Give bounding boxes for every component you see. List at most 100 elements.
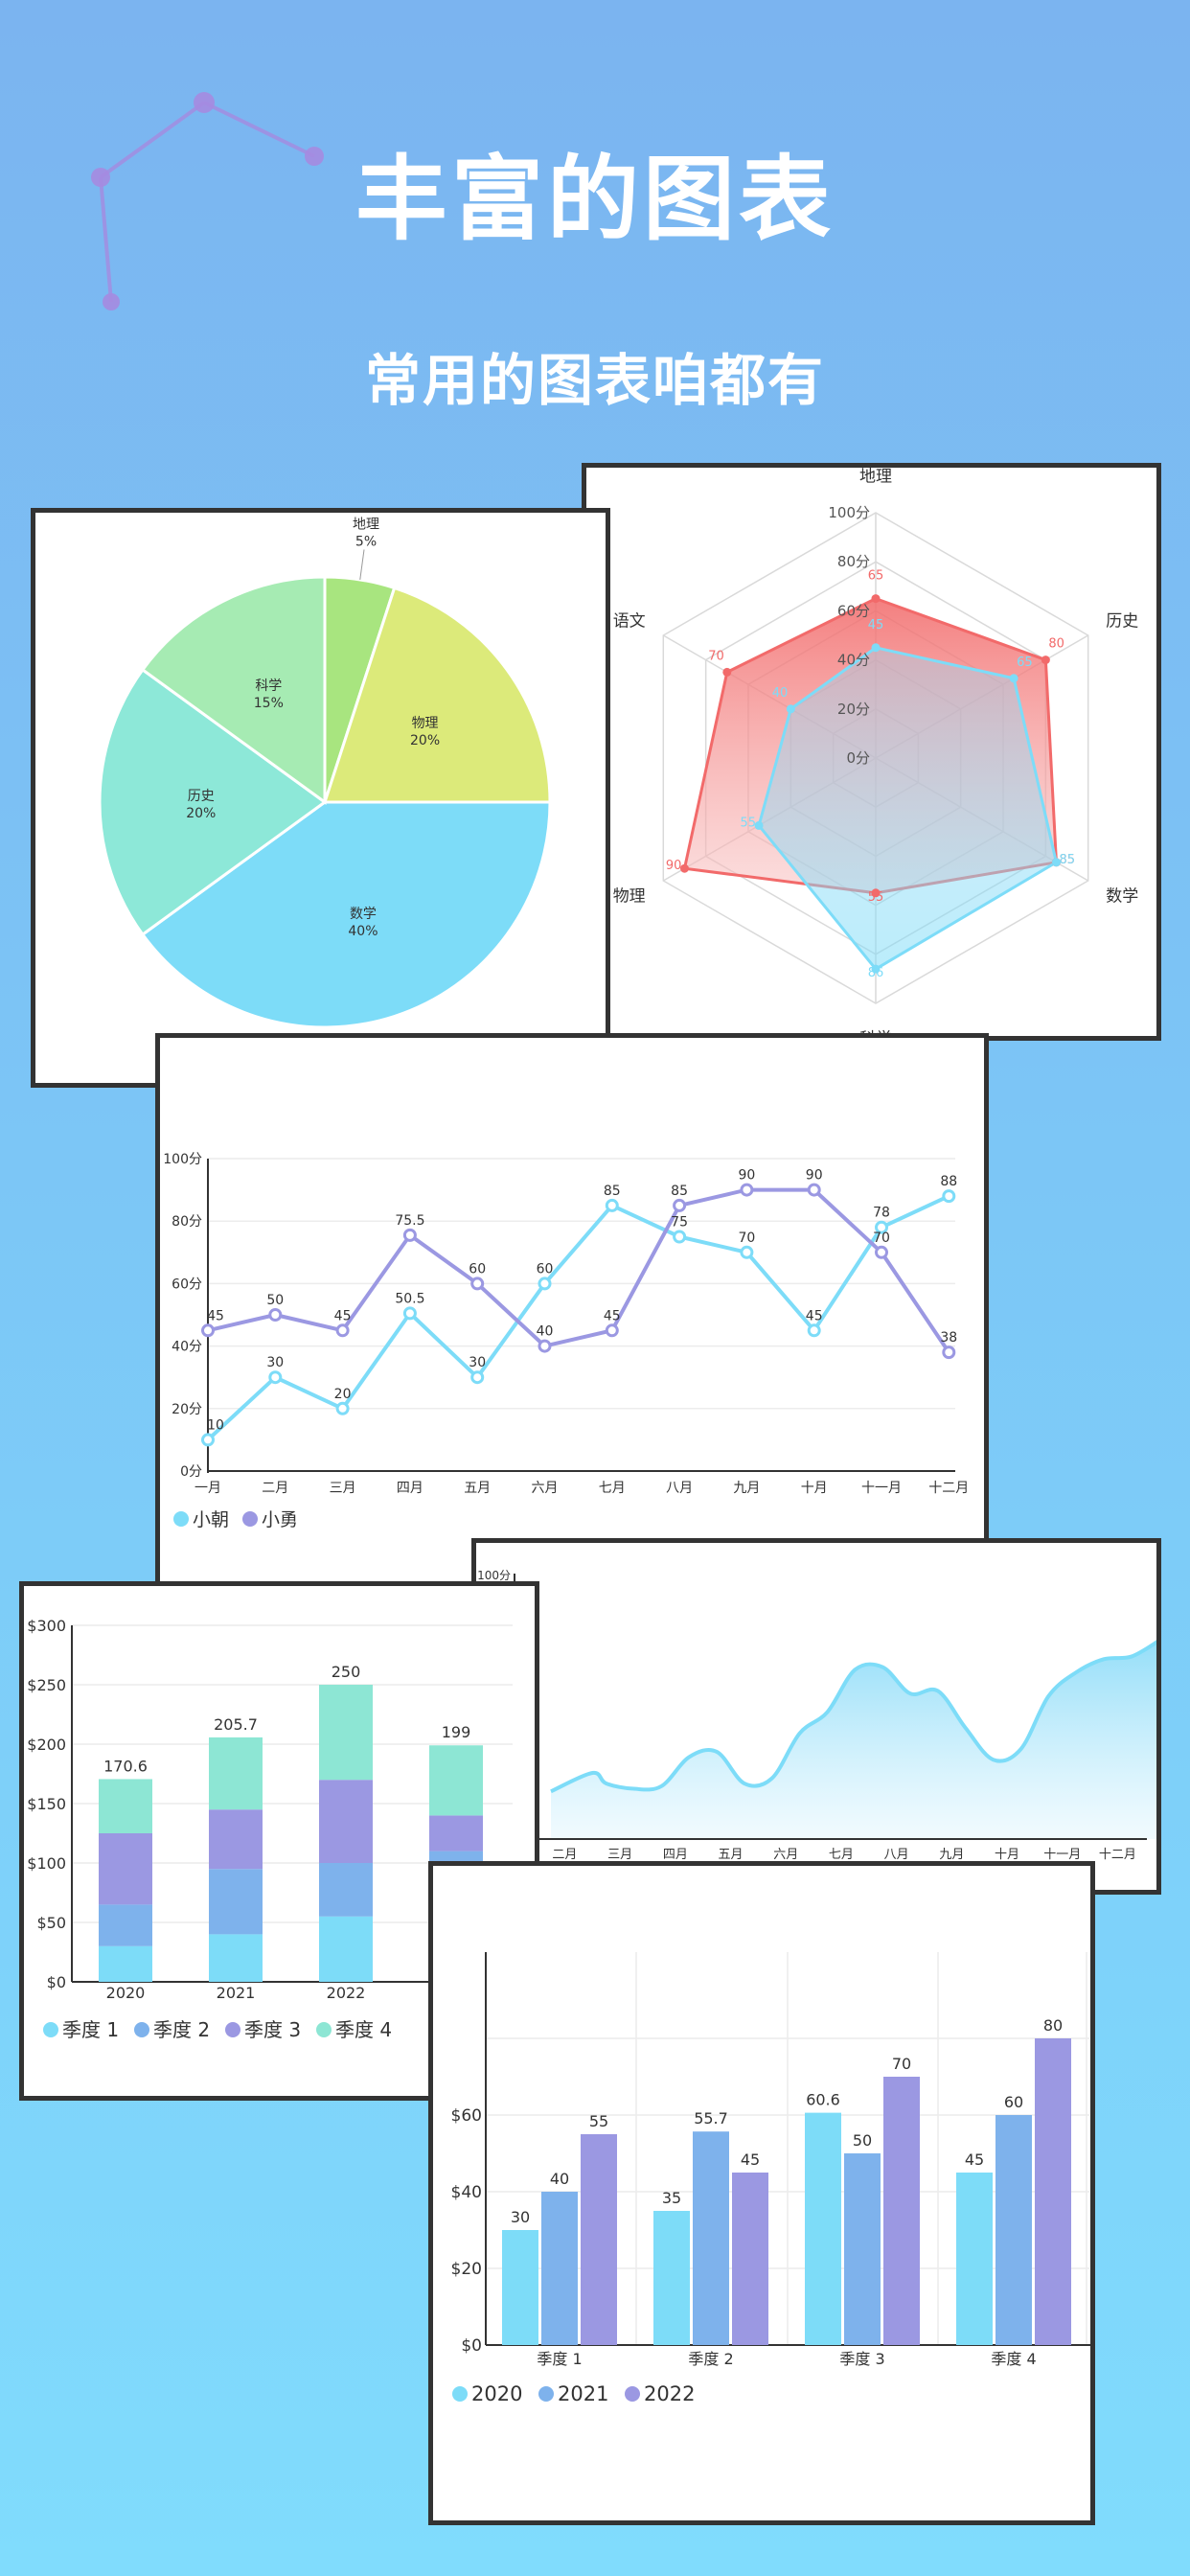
stacked-y-tick: $100 — [27, 1854, 66, 1873]
pie-slice-label: 地理 — [353, 517, 379, 532]
line-point — [402, 1306, 417, 1321]
stacked-bar-segment — [209, 1934, 263, 1982]
line-series-path — [207, 1187, 950, 1354]
radar-axis-label: 科学 — [859, 1030, 892, 1041]
line-point-label: 50 — [266, 1293, 284, 1308]
area-x-tick: 十一月 — [1043, 1848, 1081, 1862]
star-dot — [305, 147, 324, 166]
line-point — [942, 1346, 956, 1360]
line-point-label: 90 — [738, 1168, 755, 1184]
radar-ring-label: 100分 — [828, 504, 870, 521]
pie-slice-percent: 20% — [186, 806, 216, 821]
stacked-bar-segment — [209, 1736, 263, 1810]
radar-point-label: 55 — [868, 890, 884, 905]
line-point-label: 45 — [207, 1308, 224, 1323]
stacked-bar-segment — [319, 1863, 373, 1917]
line-point — [402, 1228, 417, 1242]
radar-point — [722, 667, 732, 677]
radar-point — [871, 888, 881, 898]
pie-chart-card: 地理 5% 物理 20% 数学 40% 历史 20% 科学 15% — [31, 508, 610, 1088]
grouped-bar-label: 40 — [550, 2170, 569, 2188]
radar-point-label: 86 — [868, 966, 884, 980]
line-point-label: 75.5 — [395, 1213, 424, 1229]
area-x-tick: 二月 — [552, 1848, 577, 1862]
radar-point — [1051, 858, 1061, 867]
line-chart-card: 0分 20分 40分 60分 80分 100分 一月 二月 三月 四月 五月 六月 七月 八月 九月 十月 十一… — [155, 1033, 989, 1589]
radar-axis-label: 数学 — [1106, 886, 1138, 906]
area-x-tick: 八月 — [884, 1848, 909, 1862]
stacked-total-label: 199 — [442, 1723, 471, 1741]
radar-ring-label: 20分 — [837, 701, 870, 718]
radar-point-label: 65 — [1017, 656, 1033, 670]
page-title: 丰富的图表 — [355, 146, 835, 253]
grouped-legend-dot — [625, 2386, 640, 2402]
area-x-tick: 十二月 — [1099, 1848, 1136, 1862]
stacked-bar-segment — [99, 1833, 152, 1905]
radar-ring-label: 80分 — [837, 553, 870, 570]
grouped-bar — [805, 2112, 841, 2345]
pie-slice-label: 科学 — [255, 678, 282, 694]
radar-point — [1041, 656, 1050, 665]
radar-point-label: 85 — [1059, 853, 1075, 867]
pie-slice-label: 数学 — [350, 907, 377, 922]
line-point — [740, 1183, 754, 1197]
pie-leader-line — [359, 549, 365, 580]
stacked-y-tick: $150 — [27, 1795, 66, 1813]
line-y-tick: 40分 — [172, 1340, 202, 1355]
line-x-tick: 九月 — [733, 1481, 760, 1496]
pie-slice-label: 历史 — [188, 789, 215, 804]
line-y-tick: 20分 — [172, 1402, 202, 1417]
stacked-bar-segment — [429, 1745, 483, 1816]
radar-point — [679, 863, 689, 873]
radar-point-label: 70 — [708, 649, 724, 663]
page-subtitle: 常用的图表咱都有 — [364, 348, 825, 413]
grouped-bar-label: 60 — [1004, 2093, 1023, 2111]
grouped-bar — [653, 2211, 690, 2345]
line-point — [605, 1323, 619, 1338]
pie-slice-percent: 40% — [348, 924, 378, 939]
stacked-bar-segment — [99, 1779, 152, 1833]
stacked-total-label: 205.7 — [214, 1715, 258, 1734]
grouped-y-tick: $40 — [451, 2183, 482, 2202]
radar-point — [871, 964, 881, 974]
area-x-tick: 五月 — [719, 1848, 744, 1862]
grouped-legend-label: 2022 — [644, 2382, 695, 2405]
grouped-bar-label: 70 — [892, 2055, 911, 2073]
stacked-bar-segment — [429, 1815, 483, 1852]
radar-ring-label: 40分 — [837, 652, 870, 669]
line-x-tick: 三月 — [330, 1481, 356, 1496]
stacked-bar-segment — [319, 1916, 373, 1982]
radar-point-label: 45 — [868, 618, 884, 632]
line-point-label: 78 — [873, 1206, 890, 1221]
stacked-legend-label: 季度 1 — [62, 2018, 119, 2041]
grouped-x-tick: 季度 3 — [839, 2350, 884, 2368]
line-point — [875, 1220, 888, 1234]
line-point-label: 75 — [671, 1215, 688, 1230]
stacked-legend-dot — [316, 2022, 332, 2037]
line-point — [268, 1308, 283, 1322]
stacked-legend-dot — [225, 2022, 240, 2037]
line-legend-label: 小勇 — [262, 1509, 298, 1530]
line-x-tick: 十二月 — [928, 1481, 969, 1496]
line-point — [470, 1370, 485, 1385]
line-x-tick: 七月 — [599, 1481, 626, 1496]
stacked-y-tick: $250 — [27, 1676, 66, 1694]
stacked-x-tick: 2021 — [217, 1984, 256, 2002]
area-y-top-label: 100分 — [477, 1569, 511, 1582]
stacked-y-tick: $200 — [27, 1736, 66, 1754]
line-point — [538, 1339, 552, 1353]
stacked-legend-label: 季度 2 — [153, 2018, 210, 2041]
line-point-label: 45 — [334, 1308, 352, 1323]
grouped-bar-label: 60.6 — [806, 2091, 840, 2109]
line-point — [335, 1323, 350, 1338]
grouped-bar-label: 30 — [511, 2208, 530, 2226]
grouped-bar-label: 45 — [741, 2150, 760, 2169]
area-x-tick: 六月 — [773, 1848, 798, 1862]
grouped-bar-label: 45 — [965, 2150, 984, 2169]
line-point-label: 45 — [604, 1308, 621, 1323]
line-point — [201, 1323, 215, 1338]
stacked-bar-segment — [99, 1945, 152, 1982]
area-x-tick: 十月 — [995, 1848, 1019, 1862]
area-line — [550, 1640, 1156, 1794]
